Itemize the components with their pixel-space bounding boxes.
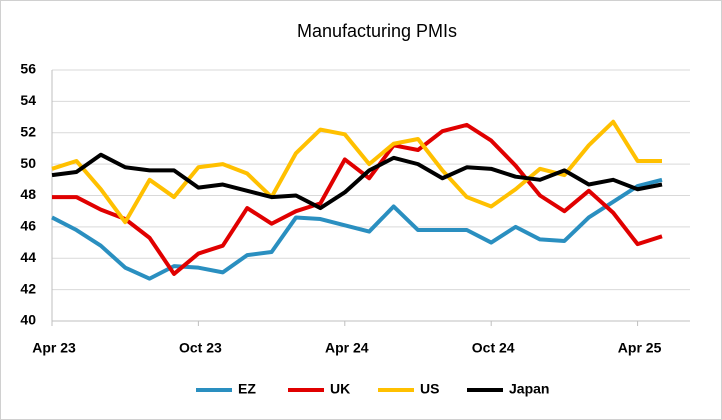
legend-label: Japan bbox=[509, 381, 549, 397]
series-line bbox=[51, 177, 663, 281]
legend-label: US bbox=[420, 381, 439, 397]
chart-title: Manufacturing PMIs bbox=[297, 21, 457, 41]
y-tick-label: 52 bbox=[20, 123, 36, 139]
y-tick-label: 54 bbox=[20, 92, 36, 108]
y-tick-label: 46 bbox=[20, 218, 36, 234]
x-tick-label: Oct 23 bbox=[179, 340, 222, 356]
y-tick-label: 42 bbox=[20, 280, 36, 296]
y-tick-label: 50 bbox=[20, 155, 36, 171]
y-tick-label: 40 bbox=[20, 312, 36, 328]
y-tick-label: 48 bbox=[20, 186, 36, 202]
series-line bbox=[52, 122, 663, 276]
legend-label: EZ bbox=[238, 381, 256, 397]
x-tick-label: Apr 25 bbox=[618, 340, 662, 356]
y-tick-label: 56 bbox=[20, 61, 36, 77]
y-tick-label: 44 bbox=[20, 249, 36, 265]
x-tick-label: Oct 24 bbox=[472, 340, 515, 356]
legend-label: UK bbox=[330, 381, 350, 397]
x-tick-label: Apr 24 bbox=[325, 340, 369, 356]
series-line bbox=[51, 152, 663, 211]
x-tick-label: Apr 23 bbox=[32, 340, 76, 356]
